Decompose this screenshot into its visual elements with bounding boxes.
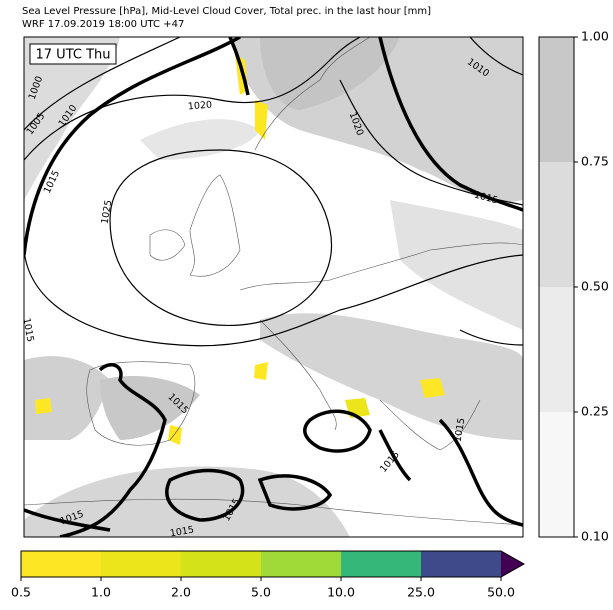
contour-label: 1015 bbox=[20, 317, 35, 343]
tick-label: 25.0 bbox=[407, 585, 435, 600]
tick-label: 5.0 bbox=[251, 585, 271, 600]
tick-label: 0.25 bbox=[581, 404, 609, 419]
tick-label: 1.0 bbox=[91, 585, 111, 600]
contour-label: 1015 bbox=[452, 417, 467, 443]
contour-label: 1025 bbox=[99, 199, 114, 225]
time-label-box bbox=[29, 43, 117, 65]
title-line: Sea Level Pressure [hPa], Mid-Level Clou… bbox=[22, 6, 431, 17]
cloud-colorbar bbox=[538, 36, 575, 538]
tick-label: 50.0 bbox=[487, 585, 515, 600]
map-frame bbox=[23, 36, 524, 538]
tick-label: 0.75 bbox=[581, 154, 609, 169]
tick-label: 2.0 bbox=[171, 585, 191, 600]
contour-label: 1015 bbox=[169, 524, 195, 539]
map-area: 1000 1005 1010 1015 1020 1025 1020 1010 … bbox=[20, 37, 523, 539]
tick-label: 0.5 bbox=[11, 585, 31, 600]
contour-label: 1020 bbox=[187, 99, 212, 112]
tick-label: 1.00 bbox=[581, 29, 609, 44]
tick-label: 0.10 bbox=[581, 529, 609, 544]
tick-label: 10.0 bbox=[327, 585, 355, 600]
precip-colorbar bbox=[20, 550, 526, 578]
time-label: 17 UTC Thu bbox=[36, 48, 111, 63]
title-line: WRF 17.09.2019 18:00 UTC +47 bbox=[22, 19, 184, 30]
tick-label: 0.50 bbox=[581, 279, 609, 294]
